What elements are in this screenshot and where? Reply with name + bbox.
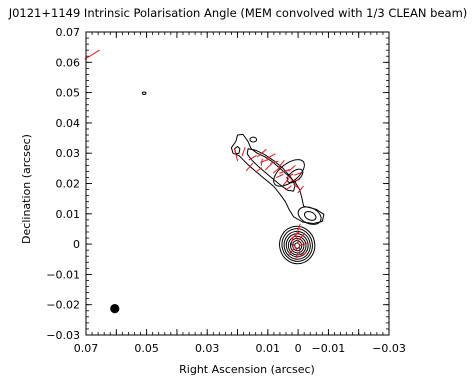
polarisation-vector	[290, 236, 294, 246]
contour	[281, 228, 313, 262]
y-tick-label: −0.01	[46, 268, 80, 281]
polarisation-vector	[282, 178, 290, 186]
tick-label-layer: 0.07 0.05 0.03 0.01 0 −0.01 −0.030.070.060.050…	[46, 26, 406, 355]
beam-layer	[110, 304, 120, 314]
contour	[246, 148, 296, 192]
polarisation-vector	[84, 49, 100, 60]
plot-frame	[85, 31, 390, 336]
polarisation-vector	[299, 242, 309, 247]
y-tick-label: 0.03	[56, 147, 81, 160]
chart-title: J0121+1149 Intrinsic Polarisation Angle …	[8, 6, 468, 20]
polarisation-vector	[296, 223, 301, 235]
y-tick-label: 0.07	[56, 26, 81, 39]
polarisation-vector	[288, 248, 295, 256]
x-axis-label: Right Ascension (arcsec)	[179, 363, 315, 376]
polarisation-vector	[279, 169, 290, 174]
polarisation-vector	[270, 160, 279, 164]
polarisation-vector	[290, 179, 300, 182]
polarisation-vector	[298, 252, 307, 258]
contour	[279, 225, 316, 265]
polarisation-vector	[298, 232, 306, 241]
y-tick-label: 0.06	[56, 56, 81, 69]
contour	[230, 133, 325, 224]
y-tick-label: 0.05	[56, 87, 81, 100]
contour-layer	[141, 91, 325, 265]
polarisation-vector	[297, 185, 304, 194]
x-tick-label: 0.01	[256, 342, 281, 355]
polarisation-vector	[266, 153, 276, 160]
polarisation-vector	[288, 165, 296, 172]
polarisation-vector	[272, 166, 281, 174]
y-tick-label: 0.02	[56, 178, 81, 191]
polarisation-vector	[245, 162, 254, 172]
polarisation-vector	[264, 163, 272, 171]
y-tick-label: −0.03	[46, 329, 80, 342]
polarisation-vector	[276, 173, 284, 179]
x-tick-label: 0	[295, 342, 302, 355]
x-tick-label: 0.07	[74, 342, 99, 355]
polarisation-vector	[294, 171, 302, 176]
contour	[303, 211, 317, 221]
y-tick-label: 0	[73, 238, 80, 251]
polarisation-vector	[292, 242, 298, 252]
contour	[141, 91, 147, 95]
x-tick-label: −0.03	[372, 342, 406, 355]
polarisation-vector	[295, 234, 300, 245]
contour	[249, 136, 258, 143]
polarisation-vector	[233, 148, 239, 161]
polarisation-vector-layer	[84, 49, 309, 261]
polarisation-vector	[260, 158, 263, 166]
polarisation-vector	[285, 173, 294, 179]
polarisation-vector	[255, 167, 263, 173]
polarisation-vector	[248, 155, 257, 161]
y-tick-label: −0.02	[46, 299, 80, 312]
polarisation-vector	[256, 148, 267, 158]
x-tick-label: −0.01	[312, 342, 346, 355]
y-tick-label: 0.01	[56, 208, 81, 221]
y-axis-label: Declination (arcsec)	[20, 134, 33, 244]
polarisation-vector	[278, 160, 285, 168]
beam-marker	[110, 304, 120, 314]
polarisation-vector	[285, 185, 292, 191]
contour	[283, 230, 311, 260]
polarisation-vector	[293, 183, 300, 190]
y-tick-label: 0.04	[56, 117, 81, 130]
x-tick-label: 0.03	[195, 342, 220, 355]
x-tick-label: 0.05	[134, 342, 159, 355]
contour	[297, 206, 322, 225]
polarisation-vector	[294, 252, 299, 261]
tick-layer	[85, 31, 390, 336]
polarisation-vector	[241, 146, 246, 157]
